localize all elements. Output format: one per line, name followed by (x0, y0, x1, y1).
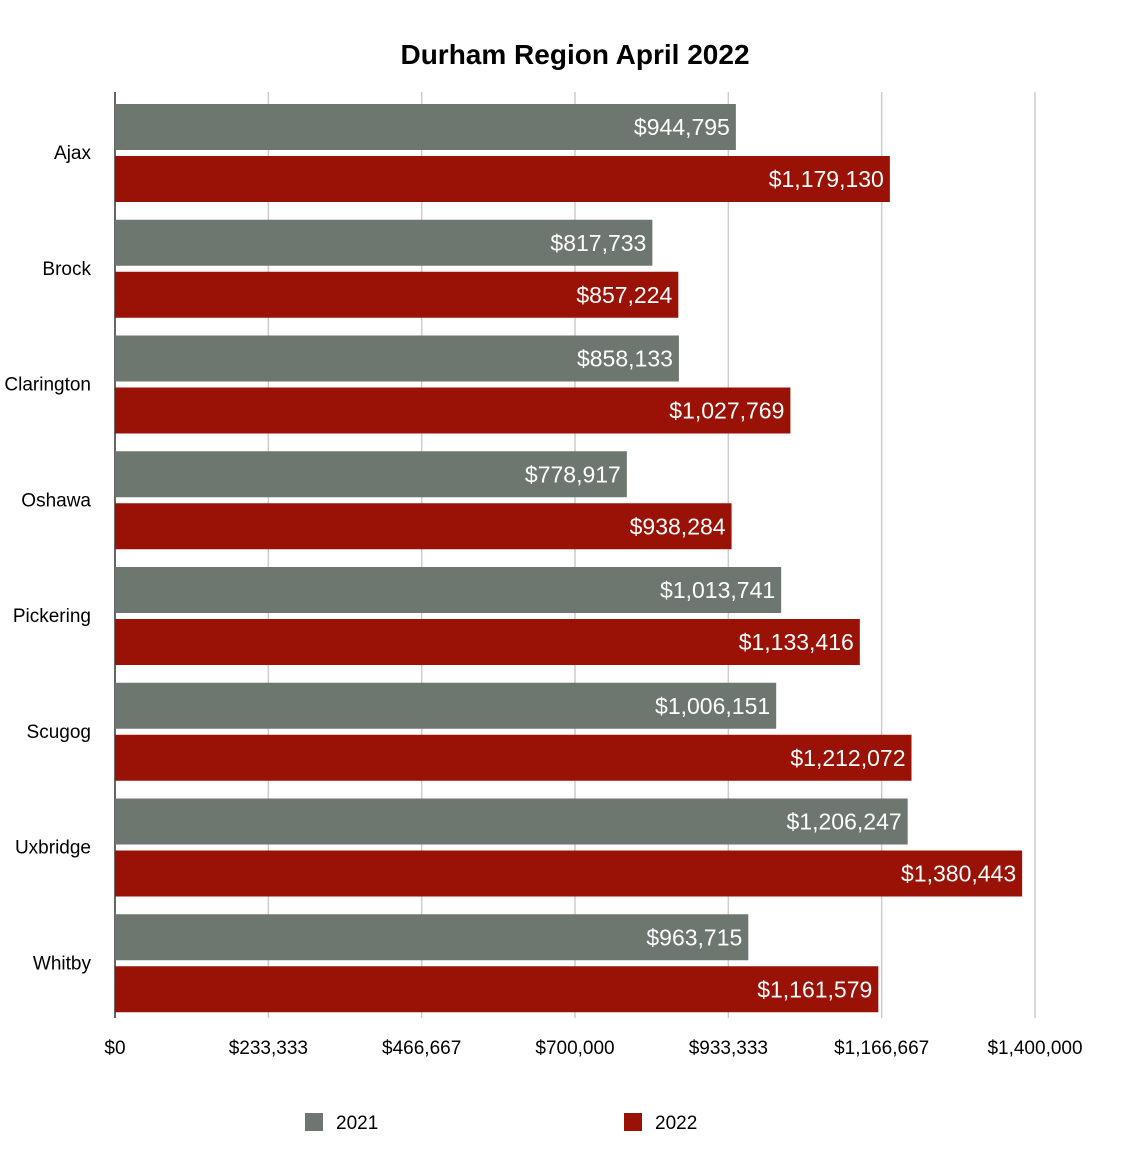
legend-label-2022: 2022 (655, 1113, 697, 1134)
x-tick-label: $1,166,667 (834, 1038, 929, 1059)
bar-2022-ajax (115, 156, 890, 202)
category-label: Whitby (33, 953, 92, 974)
x-tick-label: $933,333 (689, 1038, 768, 1059)
bars: $944,795 $1,179,130 $817,733 $857,224 $858,1… (115, 104, 1023, 1013)
data-label: $1,206,247 (787, 809, 902, 835)
bar-2022-whitby (115, 966, 879, 1013)
x-tick-label: $466,667 (382, 1038, 461, 1059)
data-label: $1,006,151 (655, 693, 770, 719)
legend-label-2021: 2021 (336, 1113, 378, 1134)
bar-2021-ajax (115, 104, 736, 150)
category-label: Oshawa (21, 490, 91, 511)
bar-2022-clarington (115, 387, 791, 434)
category-labels: Ajax Brock Clarington Oshawa Pickering Scugog… (4, 143, 91, 974)
data-label: $963,715 (646, 924, 742, 950)
x-tick-label: $700,000 (535, 1038, 614, 1059)
category-label: Uxbridge (15, 838, 91, 859)
legend-swatch-2022 (624, 1113, 642, 1131)
data-label: $1,027,769 (669, 398, 784, 424)
data-label: $944,795 (634, 114, 730, 140)
bar-2021-pickering (115, 567, 782, 613)
bar-2021-oshawa (115, 451, 627, 498)
bar-2021-clarington (115, 335, 679, 382)
data-label: $1,212,072 (790, 745, 905, 771)
bar-2022-uxbridge (115, 850, 1023, 897)
bar-2021-brock (115, 219, 653, 266)
data-label: $1,161,579 (757, 976, 872, 1002)
legend: 2021 2022 (305, 1113, 697, 1134)
data-label: $817,733 (550, 230, 646, 256)
category-label: Brock (42, 259, 91, 280)
bar-2022-oshawa (115, 503, 732, 550)
data-label: $778,917 (525, 461, 621, 487)
category-label: Pickering (13, 606, 91, 627)
legend-swatch-2021 (305, 1113, 323, 1131)
bar-2022-brock (115, 271, 679, 318)
data-label: $938,284 (630, 513, 726, 539)
data-label: $858,133 (577, 346, 673, 372)
bar-2021-scugog (115, 682, 777, 729)
chart-title: Durham Region April 2022 (400, 39, 749, 70)
bar-2021-whitby (115, 914, 749, 961)
x-axis-tick-labels: $0 $233,333 $466,667 $700,000 $933,333 $1,166… (104, 1038, 1082, 1059)
data-label: $857,224 (576, 282, 672, 308)
category-label: Scugog (27, 722, 91, 743)
x-tick-label: $1,400,000 (987, 1038, 1082, 1059)
x-tick-label: $233,333 (229, 1038, 308, 1059)
data-label: $1,380,443 (901, 861, 1016, 887)
data-label: $1,133,416 (739, 629, 854, 655)
bar-2022-pickering (115, 619, 860, 665)
category-label: Clarington (4, 375, 91, 396)
bar-2021-uxbridge (115, 798, 908, 845)
bar-2022-scugog (115, 734, 912, 781)
x-tick-label: $0 (104, 1038, 125, 1059)
category-label: Ajax (54, 143, 91, 164)
data-label: $1,013,741 (660, 577, 775, 603)
data-label: $1,179,130 (769, 166, 884, 192)
